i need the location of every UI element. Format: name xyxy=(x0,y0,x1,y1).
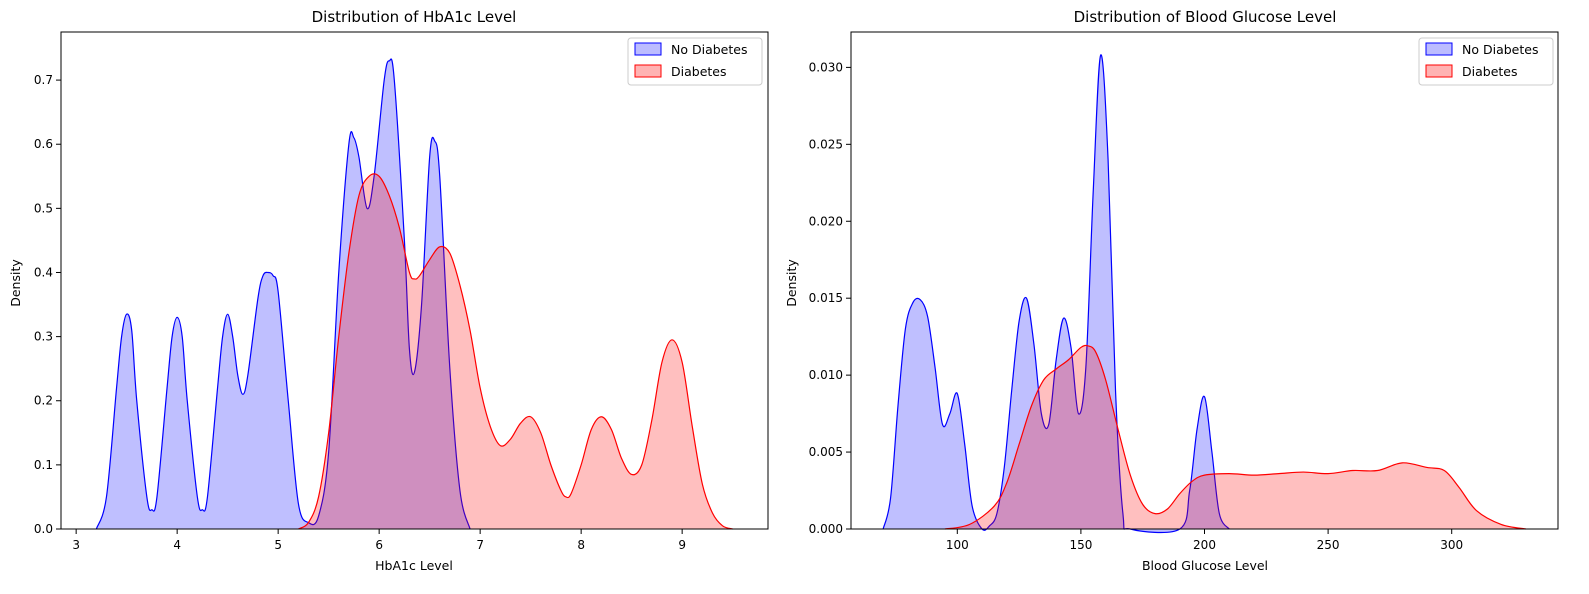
legend-swatch-diabetes xyxy=(634,64,662,78)
y-tick-label: 0.005 xyxy=(809,445,843,459)
y-tick-label: 0.010 xyxy=(809,368,843,382)
legend-label-diabetes: Diabetes xyxy=(671,64,727,79)
legend: No Diabetes Diabetes xyxy=(627,37,763,86)
x-axis-label: Blood Glucose Level xyxy=(1142,558,1268,573)
x-tick-label: 4 xyxy=(173,538,181,552)
legend-label-no-diabetes: No Diabetes xyxy=(671,42,747,57)
density-line-no-diabetes xyxy=(95,58,471,530)
y-axis-label: Density xyxy=(8,259,23,307)
x-tick-label: 9 xyxy=(678,538,686,552)
x-tick-label: 7 xyxy=(476,538,484,552)
density-area-diabetes xyxy=(944,345,1526,529)
legend-label-no-diabetes: No Diabetes xyxy=(1462,42,1538,57)
y-tick-label: 0.3 xyxy=(34,330,53,344)
density-line-diabetes xyxy=(944,344,1526,530)
x-tick-label: 6 xyxy=(375,538,383,552)
x-tick-label: 100 xyxy=(946,538,969,552)
density-area-no-diabetes xyxy=(883,54,1230,533)
blood-glucose-chart: Distribution of Blood Glucose Level Dens… xyxy=(784,8,1559,573)
y-tick-label: 0.1 xyxy=(34,458,53,472)
plot-frame xyxy=(60,31,769,530)
x-tick-label: 8 xyxy=(577,538,585,552)
plot-area: 3 4 5 6 7 8 9 0.0 0.1 0.2 0.3 0.4 0.5 0.6 0.7 xyxy=(34,31,769,552)
legend-swatch-no-diabetes xyxy=(634,42,662,56)
y-tick-label: 0.4 xyxy=(34,265,53,279)
density-area-no-diabetes xyxy=(96,59,471,529)
density-line-diabetes xyxy=(298,173,733,530)
legend-swatch-no-diabetes xyxy=(1425,42,1453,56)
y-tick-label: 0.015 xyxy=(809,291,843,305)
x-tick-label: 5 xyxy=(274,538,282,552)
chart-title: Distribution of Blood Glucose Level xyxy=(1074,8,1337,26)
x-tick-label: 3 xyxy=(72,538,80,552)
y-tick-label: 0.020 xyxy=(809,214,843,228)
y-tick-label: 0.2 xyxy=(34,394,53,408)
x-tick-label: 300 xyxy=(1440,538,1463,552)
x-tick-label: 250 xyxy=(1317,538,1340,552)
x-tick-label: 200 xyxy=(1193,538,1216,552)
density-area-diabetes xyxy=(298,173,733,529)
legend-label-diabetes: Diabetes xyxy=(1462,64,1518,79)
y-tick-label: 0.0 xyxy=(34,522,53,536)
x-tick-label: 150 xyxy=(1069,538,1092,552)
y-tick-label: 0.6 xyxy=(34,137,53,151)
chart-title: Distribution of HbA1c Level xyxy=(312,8,517,26)
legend: No Diabetes Diabetes xyxy=(1418,37,1554,86)
hba1c-chart: Distribution of HbA1c Level Density HbA1… xyxy=(8,8,769,573)
y-tick-label: 0.025 xyxy=(809,137,843,151)
y-tick-label: 0.5 xyxy=(34,201,53,215)
plot-area: 100 150 200 250 300 0.000 0.005 0.010 0.015 0.020… xyxy=(809,31,1559,552)
y-tick-label: 0.7 xyxy=(34,73,53,87)
y-axis-label: Density xyxy=(784,259,799,307)
y-tick-label: 0.030 xyxy=(809,60,843,74)
y-tick-label: 0.000 xyxy=(809,522,843,536)
x-axis-label: HbA1c Level xyxy=(375,558,453,573)
legend-swatch-diabetes xyxy=(1425,64,1453,78)
